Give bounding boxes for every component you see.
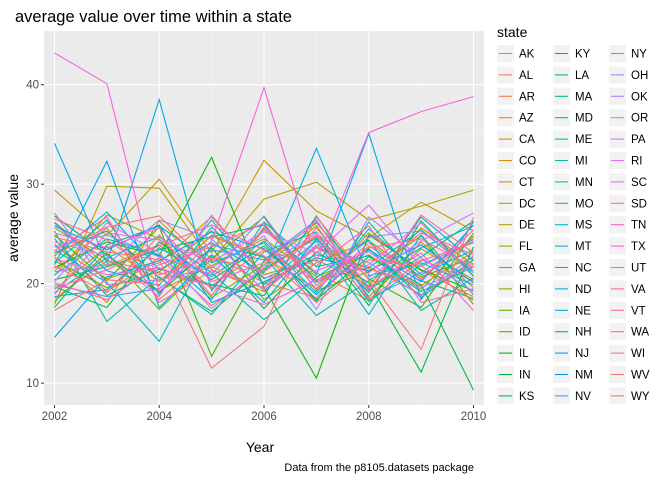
legend-label-me: ME [575, 134, 593, 146]
legend-label-wa: WA [631, 327, 649, 339]
series-line-nc [54, 228, 474, 298]
series-line-tn [54, 221, 474, 311]
series-line-nv [54, 219, 474, 300]
x-tick-label: 2010 [461, 411, 487, 423]
legend-label-ca: CA [519, 134, 535, 146]
legend-label-sc: SC [631, 177, 647, 189]
legend-label-wv: WV [631, 370, 650, 382]
legend-label-al: AL [519, 70, 534, 82]
legend-label-mn: MN [575, 177, 593, 189]
legend-label-ky: KY [575, 49, 591, 61]
y-tick-label: 40 [26, 80, 39, 92]
legend-label-ak: AK [519, 49, 535, 61]
series-line-in [54, 215, 475, 374]
legend-label-de: DE [519, 220, 535, 232]
legend-label-in: IN [519, 370, 531, 382]
legend-label-nh: NH [575, 327, 592, 339]
x-tick-label: 2008 [356, 411, 382, 423]
legend-label-fl: FL [519, 241, 533, 253]
series-line-sd [54, 52, 474, 293]
series-line-sc [54, 222, 474, 306]
legend-label-sd: SD [631, 198, 647, 210]
series-line-vt [54, 218, 474, 301]
legend-label-dc: DC [519, 198, 536, 210]
legend-label-mo: MO [575, 198, 594, 210]
y-tick-label: 20 [26, 279, 39, 291]
legend-label-az: AZ [519, 113, 534, 125]
series-line-ny [54, 215, 474, 287]
series-line-tx [54, 222, 474, 301]
series-line-wv [54, 234, 474, 311]
legend-label-vt: VT [631, 305, 646, 317]
series-line-ms [54, 221, 474, 301]
x-tick-label: 2006 [251, 411, 277, 423]
legend-label-ga: GA [519, 263, 536, 275]
series-line-id [54, 222, 474, 358]
chart-title: average value over time within a state [15, 8, 292, 26]
legend-label-la: LA [575, 70, 589, 82]
legend-label-wi: WI [631, 348, 645, 360]
series-line-oh [54, 219, 474, 297]
legend-label-ny: NY [631, 49, 647, 61]
legend-label-mi: MI [575, 156, 588, 168]
y-axis-ticks: 10 20 30 40 [26, 80, 44, 390]
series-line-de [53, 181, 474, 305]
y-tick-label: 10 [26, 378, 39, 390]
series-line-ok [54, 212, 474, 311]
legend-label-tn: TN [631, 220, 646, 232]
series-line-wa [54, 226, 474, 297]
legend-label-ok: OK [631, 91, 648, 103]
x-tick-label: 2002 [42, 411, 68, 423]
legend-label-nc: NC [575, 263, 592, 275]
series-lines [53, 52, 475, 391]
chart-caption: Data from the p8105.datasets package [284, 462, 474, 474]
y-tick-label: 30 [26, 179, 39, 191]
legend-label-hi: HI [519, 284, 531, 296]
legend-label-wy: WY [631, 391, 650, 403]
legend-label-ia: IA [519, 305, 530, 317]
legend-label-va: VA [631, 284, 646, 296]
legend-label-nd: ND [575, 284, 592, 296]
legend-label-ct: CT [519, 177, 534, 189]
x-axis-title: Year [246, 439, 275, 455]
legend-label-ri: RI [631, 156, 643, 168]
legend-label-tx: TX [631, 241, 646, 253]
series-line-wi [54, 215, 475, 370]
series-line-or [54, 212, 474, 310]
legend-label-id: ID [519, 327, 531, 339]
series-line-pa [54, 214, 474, 298]
series-line-nj [54, 224, 474, 338]
legend-label-ma: MA [575, 91, 593, 103]
legend-title: state [497, 24, 528, 40]
x-tick-label: 2004 [146, 411, 172, 423]
legend-label-pa: PA [631, 134, 646, 146]
legend-label-ms: MS [575, 220, 593, 232]
legend-label-nj: NJ [575, 348, 589, 360]
x-axis-ticks: 2002 2004 2006 2008 2010 [42, 405, 487, 423]
legend-label-co: CO [519, 156, 536, 168]
series-line-va [54, 224, 474, 304]
series-line-ct [54, 159, 474, 254]
series-line-ut [54, 216, 474, 304]
series-line-mn [54, 236, 474, 321]
legend-label-md: MD [575, 113, 593, 125]
y-axis-title: average value [5, 174, 21, 262]
legend-label-oh: OH [631, 70, 648, 82]
legend-label-ar: AR [519, 91, 535, 103]
legend-label-ks: KS [519, 391, 535, 403]
legend-label-ne: NE [575, 305, 591, 317]
series-line-wy [54, 214, 474, 293]
legend-label-nv: NV [575, 391, 591, 403]
legend-label-or: OR [631, 113, 648, 125]
legend-label-ut: UT [631, 263, 646, 275]
series-line-al [54, 234, 474, 307]
legend: AK AL AR AZ CA CO CT DC DE FL GA HI IA ID IL IN KS KY LA MA… [497, 45, 650, 405]
legend-label-nm: NM [575, 370, 593, 382]
legend-label-il: IL [519, 348, 529, 360]
legend-label-mt: MT [575, 241, 592, 253]
